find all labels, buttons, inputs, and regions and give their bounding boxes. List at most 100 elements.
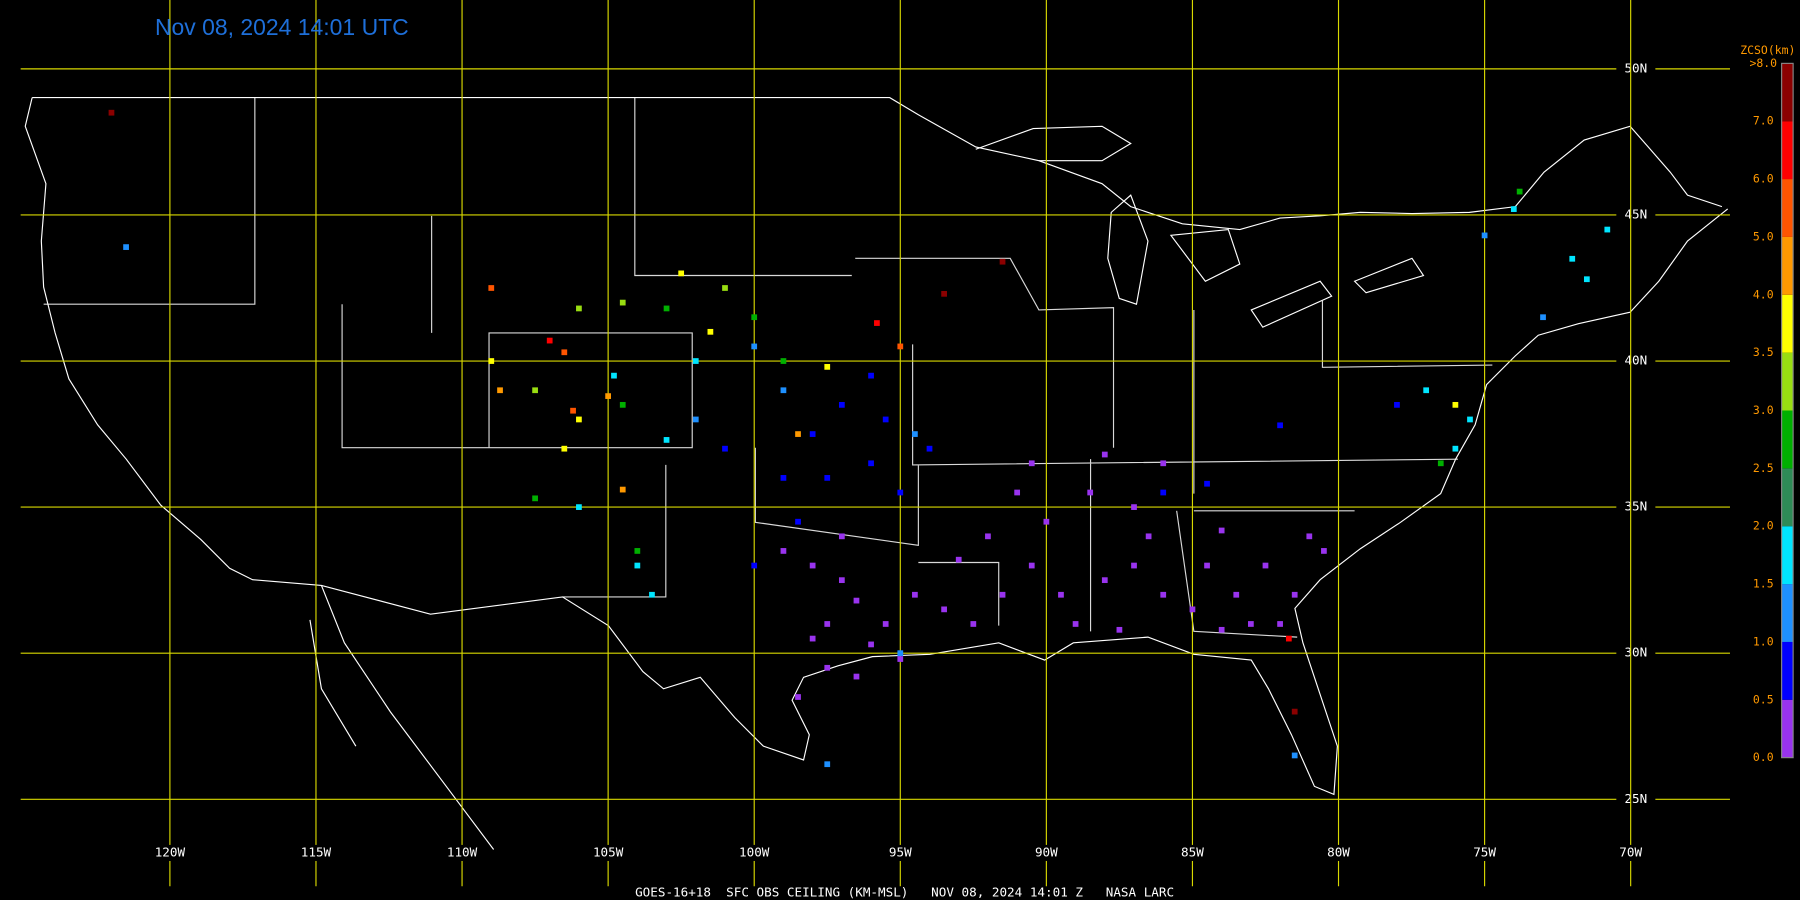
label-gap xyxy=(1616,499,1656,516)
station-obs xyxy=(838,533,845,540)
legend-band xyxy=(1781,63,1794,122)
coastline xyxy=(24,97,1729,796)
station-obs xyxy=(999,591,1006,598)
legend-label: 5.0 xyxy=(1753,229,1774,243)
station-obs xyxy=(897,656,904,662)
longitude-label: 95W xyxy=(889,844,912,859)
station-obs xyxy=(1569,255,1576,262)
station-obs xyxy=(780,358,787,364)
station-obs xyxy=(692,416,699,423)
station-obs xyxy=(722,285,728,291)
latitude-label: 35N xyxy=(1624,499,1647,514)
station-obs xyxy=(634,562,641,569)
station-obs xyxy=(1394,401,1400,408)
station-obs xyxy=(611,372,617,379)
legend-label: 0.0 xyxy=(1753,750,1774,764)
station-obs xyxy=(561,445,568,452)
station-obs xyxy=(868,641,874,648)
station-obs xyxy=(1218,626,1225,633)
great-lakes xyxy=(975,125,1425,328)
station-obs xyxy=(824,475,831,481)
legend-band xyxy=(1781,236,1794,295)
latitude-label: 30N xyxy=(1624,645,1647,660)
station-obs xyxy=(546,337,553,344)
station-obs xyxy=(532,495,538,502)
station-obs xyxy=(1516,188,1523,195)
station-obs xyxy=(1058,591,1064,598)
stations xyxy=(108,109,1611,768)
station-obs xyxy=(824,761,831,768)
station-obs xyxy=(838,577,845,584)
legend-label: 2.5 xyxy=(1753,461,1774,475)
mexico-coast xyxy=(309,585,495,850)
label-gap xyxy=(439,844,486,861)
station-obs xyxy=(1437,460,1444,467)
label-gap xyxy=(1616,645,1656,662)
station-obs xyxy=(1510,206,1517,212)
station-obs xyxy=(619,486,626,493)
station-obs xyxy=(926,445,933,452)
longitude-label: 110W xyxy=(447,844,478,859)
station-obs xyxy=(751,562,758,569)
latitude-label: 50N xyxy=(1624,60,1647,75)
station-obs xyxy=(795,694,801,700)
station-obs xyxy=(1218,527,1225,534)
footer: GOES-16+18 SFC OBS CEILING (KM-MSL) NOV … xyxy=(635,885,1174,900)
label-gap xyxy=(293,844,339,861)
station-obs xyxy=(1028,460,1035,467)
station-obs xyxy=(1291,591,1298,598)
station-obs xyxy=(1101,451,1108,458)
station-obs xyxy=(1285,635,1292,642)
station-obs xyxy=(1043,518,1050,525)
state-lines xyxy=(43,97,1493,638)
station-obs xyxy=(663,305,670,312)
station-obs xyxy=(576,504,582,510)
latitude-label: 45N xyxy=(1624,206,1647,221)
station-obs xyxy=(1160,460,1167,467)
station-obs xyxy=(955,556,962,563)
station-obs xyxy=(1452,401,1459,408)
graticule: 50N 45N 40N 35N 30N 25N 120W 115W 110W 105W 100W 95… xyxy=(20,0,1730,887)
canada-border xyxy=(32,97,1723,231)
station-obs xyxy=(497,387,503,394)
latitude-label: 25N xyxy=(1624,791,1647,806)
outlines xyxy=(24,97,1729,850)
legend-label: >8.0 xyxy=(1749,56,1777,70)
longitude-label: 80W xyxy=(1327,844,1350,859)
station-obs xyxy=(123,244,129,250)
station-obs xyxy=(897,343,904,350)
station-obs xyxy=(1160,489,1167,496)
map-scene: 50N 45N 40N 35N 30N 25N 120W 115W 110W 105W 100W 95… xyxy=(20,0,1795,900)
label-gap xyxy=(585,844,632,861)
station-obs xyxy=(1189,606,1196,613)
longitude-label: 115W xyxy=(301,844,332,859)
station-obs xyxy=(722,445,728,452)
station-obs xyxy=(576,416,582,423)
station-obs xyxy=(824,364,831,370)
legend-band xyxy=(1781,179,1794,237)
legend-band xyxy=(1781,294,1794,353)
station-obs xyxy=(999,258,1006,265)
station-obs xyxy=(1160,591,1167,598)
station-obs xyxy=(868,372,874,379)
station-obs xyxy=(488,285,495,291)
station-obs xyxy=(824,664,831,671)
station-obs xyxy=(605,393,612,399)
station-obs xyxy=(809,562,816,569)
station-obs xyxy=(1452,445,1459,452)
label-gap xyxy=(1461,844,1508,861)
legend-band xyxy=(1781,699,1794,758)
station-obs xyxy=(1277,422,1283,429)
legend-band xyxy=(1781,352,1794,411)
station-obs xyxy=(1204,480,1210,487)
station-obs xyxy=(838,401,845,408)
legend-label: 1.0 xyxy=(1753,634,1774,648)
longitude-label: 70W xyxy=(1619,844,1642,859)
legend-band xyxy=(1781,121,1794,180)
longitude-label: 105W xyxy=(593,844,624,859)
station-obs xyxy=(1145,533,1152,540)
label-gap xyxy=(877,844,924,861)
longitude-label: 90W xyxy=(1035,844,1058,859)
station-obs xyxy=(663,437,670,443)
